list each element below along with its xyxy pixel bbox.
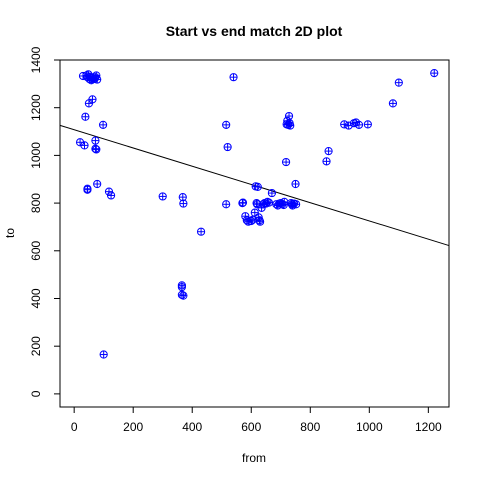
data-point [280,197,289,207]
x-tick-label: 600 [241,420,261,434]
data-point [222,120,231,129]
plot-frame [59,59,450,408]
y-tick-label: 1200 [29,94,43,121]
data-point [98,120,108,129]
data-point [91,136,100,145]
x-tick-label: 800 [300,420,320,434]
data-point [88,95,97,104]
y-tick-label: 200 [29,336,43,356]
data-point [179,199,188,208]
data-point [222,200,231,209]
data-point [253,182,262,191]
data-point [256,217,265,226]
y-axis-title: to [3,228,17,238]
data-point [340,120,349,129]
data-point [267,188,277,198]
x-tick-label: 200 [123,420,143,434]
data-point [106,191,116,200]
x-axis-title: from [242,451,266,465]
x-tick-label: 0 [71,420,78,434]
data-point [93,179,102,189]
y-tick-label: 1400 [29,46,43,73]
x-tick-label: 1000 [356,420,383,434]
data-point [179,291,188,300]
data-point [92,145,101,154]
data-point [158,192,167,201]
y-tick-label: 400 [29,288,43,308]
data-point [80,141,89,150]
data-point [291,179,300,189]
data-point [196,227,206,236]
data-point [363,120,372,129]
data-point [292,200,301,209]
plot-area: 0 200 400 600 800 1000 1200 0 200 400 600 800 1000 12… [29,46,450,434]
data-point [229,73,238,82]
x-tick-label: 1200 [415,420,442,434]
chart-title: Start vs end match 2D plot [166,23,343,39]
data-point [430,69,439,78]
data-point [250,208,259,217]
data-point [223,142,232,152]
data-point [324,147,333,156]
data-point [284,111,294,121]
data-point [238,198,248,207]
data-point [281,157,291,167]
data-point [81,112,90,121]
data-point [177,282,186,292]
data-point [286,121,295,130]
data-point [93,75,102,84]
data-point [388,99,398,108]
y-tick-label: 1000 [29,142,43,169]
data-point [394,78,403,87]
x-tick-label: 400 [182,420,202,434]
y-tick-label: 600 [29,240,43,260]
data-point [354,120,364,129]
y-tick-label: 800 [29,193,43,213]
data-point [99,350,108,359]
data-point [92,71,101,80]
data-point [322,157,331,166]
y-tick-label: 0 [29,390,43,397]
data-point [264,198,274,207]
data-point [83,185,92,194]
